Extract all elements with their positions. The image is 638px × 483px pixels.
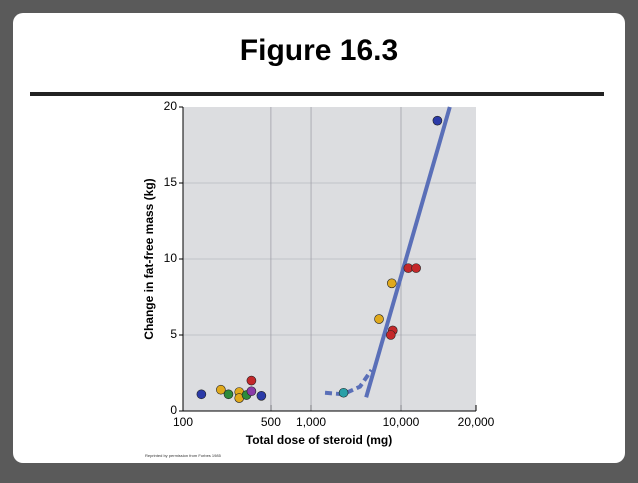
data-point	[196, 389, 207, 400]
y-tick-label: 10	[164, 251, 178, 265]
x-tick-label: 20,000	[458, 415, 495, 429]
data-point	[385, 330, 396, 340]
x-tick-label: 10,000	[383, 415, 420, 429]
data-point	[216, 384, 226, 395]
data-point	[386, 278, 397, 289]
data-point	[223, 389, 234, 400]
data-point	[256, 390, 267, 401]
credit-note: Reprinted by permission from Forbes 1985	[145, 453, 222, 458]
x-axis-label: Total dose of steroid (mg)	[246, 433, 392, 447]
data-point	[338, 387, 349, 398]
y-tick-label: 15	[164, 175, 178, 189]
data-point	[432, 115, 443, 126]
title-rule	[30, 92, 604, 96]
data-point	[411, 263, 421, 273]
x-tick-label: 1,000	[296, 415, 326, 429]
x-tick-label: 100	[173, 415, 193, 429]
y-tick-label: 20	[164, 99, 178, 113]
dashed-curve	[324, 368, 374, 397]
chart-title: Figure 16.3	[240, 34, 398, 67]
data-point	[246, 375, 257, 386]
y-tick-label: 0	[170, 403, 177, 417]
data-point	[246, 386, 257, 397]
y-axis-label: Change in fat-free mass (kg)	[142, 178, 156, 339]
data-point	[374, 314, 384, 324]
x-tick-label: 500	[261, 415, 281, 429]
fit-line	[364, 106, 452, 398]
y-tick-label: 5	[170, 327, 177, 341]
